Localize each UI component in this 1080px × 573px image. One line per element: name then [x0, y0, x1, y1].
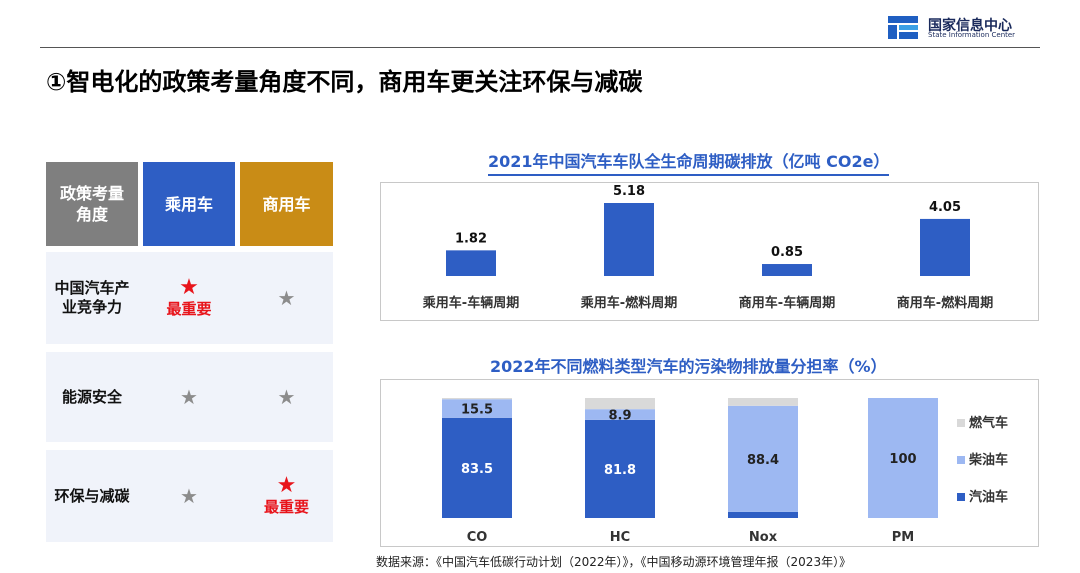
category-label: CO [467, 530, 488, 545]
row-label-cell: 环保与减碳 [46, 450, 138, 542]
pollutant-chart-title: 2022年不同燃料类型汽车的污染物排放量分担率（%） [490, 353, 887, 381]
bar [604, 203, 654, 276]
carbon-chart-title-text: 2021年中国汽车车队全生命周期碳排放（亿吨 CO2e） [488, 152, 890, 171]
data-label: 1.82 [455, 231, 487, 246]
table-header-passenger-label: 乘用车 [164, 194, 213, 214]
policy-consideration-table: 政策考量角度 乘用车 商用车 中国汽车产业竞争力 ★ 最重要 ★ 能源安全 ★ … [46, 162, 333, 542]
commercial-cell: ★ [240, 352, 333, 442]
page-title: ①智电化的政策考量角度不同，商用车更关注环保与减碳 [46, 68, 643, 96]
bar [762, 264, 812, 276]
star-icon: ★ [277, 385, 296, 409]
bar [920, 218, 970, 276]
data-source-note: 数据来源：《中国汽车低碳行动计划（2022年）》，《中国移动源环境管理年报（20… [376, 555, 852, 569]
commercial-cell: ★ [240, 252, 333, 344]
pollutant-chart-title-text: 2022年不同燃料类型汽车的污染物排放量分担率（%） [490, 357, 887, 376]
category-label: 商用车-燃料周期 [897, 295, 993, 311]
category-label: HC [610, 530, 630, 545]
star-icon: ★ [180, 484, 198, 508]
table-row-environment-carbon: 环保与减碳 ★ ★ 最重要 [46, 450, 333, 542]
legend-swatch [957, 419, 965, 427]
category-label: 乘用车-车辆周期 [422, 295, 519, 311]
table-header-commercial: 商用车 [240, 162, 333, 246]
stack-segment [868, 398, 938, 518]
data-label: 83.5 [461, 462, 493, 477]
stack-segment [442, 399, 512, 418]
row-label: 环保与减碳 [54, 486, 130, 505]
row-label-cell: 中国汽车产业竞争力 [46, 252, 138, 344]
data-label: 81.8 [604, 463, 636, 478]
row-label: 能源安全 [61, 387, 122, 406]
star-icon: ★ [277, 286, 296, 310]
stack-segment [585, 409, 655, 420]
star-icon: ★ [276, 473, 297, 498]
category-label: 商用车-车辆周期 [739, 295, 835, 311]
table-row-competitiveness: 中国汽车产业竞争力 ★ 最重要 ★ [46, 252, 333, 344]
stack-segment [728, 405, 798, 512]
stack-segment [585, 419, 655, 518]
table-header-passenger: 乘用车 [143, 162, 235, 246]
table-row-energy-security: 能源安全 ★ ★ [46, 352, 333, 442]
data-label: 5.18 [613, 184, 645, 199]
title-underline [488, 174, 890, 176]
carbon-chart-title: 2021年中国汽车车队全生命周期碳排放（亿吨 CO2e） [488, 148, 890, 176]
star-icon: ★ [180, 385, 198, 409]
carbon-emission-bar-chart: 1.82 乘用车-车辆周期 5.18 乘用车-燃料周期 0.85 商用车-车辆周期 4.05… [422, 184, 993, 311]
header-divider [40, 47, 1040, 48]
legend-label: 汽油车 [969, 489, 1008, 505]
table-header-angle-label: 政策考量角度 [59, 184, 124, 224]
logo-chinese-text: 国家信息中心 [928, 18, 1012, 34]
carbon-chart-frame: 1.82 乘用车-车辆周期 5.18 乘用车-燃料周期 0.85 商用车-车辆周期 4.05… [380, 182, 1039, 321]
legend-label: 柴油车 [968, 452, 1008, 468]
most-important-label: 最重要 [166, 300, 212, 318]
data-label: 0.85 [771, 245, 803, 260]
stack-segment [442, 417, 512, 518]
data-label: 100 [889, 452, 916, 467]
passenger-cell: ★ 最重要 [143, 252, 235, 344]
table-row-background [46, 352, 333, 442]
passenger-cell: ★ [143, 450, 235, 542]
stack-segment [728, 511, 798, 518]
table-header-angle: 政策考量角度 [46, 162, 138, 246]
category-label: 乘用车-燃料周期 [580, 295, 677, 311]
legend-label: 燃气车 [969, 415, 1008, 431]
star-icon: ★ [179, 275, 199, 300]
bar [446, 250, 496, 276]
legend-swatch [957, 456, 965, 464]
data-label: 4.05 [929, 200, 961, 215]
row-label-cell: 能源安全 [46, 352, 138, 442]
pollutant-chart-frame: 83.5 15.5 CO 81.8 8.9 HC 88.4 Nox 100 PM 燃气车柴油车汽油车 [380, 379, 1039, 547]
table-header-commercial-label: 商用车 [262, 194, 311, 214]
commercial-cell: ★ 最重要 [240, 450, 333, 542]
data-label: 8.9 [608, 409, 631, 424]
table-row-background [46, 252, 333, 344]
stack-segment [585, 398, 655, 410]
stack-segment [728, 398, 798, 406]
stack-segment [442, 398, 512, 400]
logo-mark-icon [888, 16, 918, 39]
data-label: 15.5 [461, 403, 493, 418]
row-label: 中国汽车产业竞争力 [54, 279, 130, 316]
category-label: PM [892, 530, 914, 545]
most-important-label: 最重要 [263, 498, 309, 516]
category-label: Nox [749, 530, 778, 545]
state-information-center-logo: 国家信息中心 State Information Center [888, 15, 1058, 41]
passenger-cell: ★ [143, 352, 235, 442]
logo-english-text: State Information Center [928, 31, 1016, 39]
data-label: 88.4 [747, 453, 779, 468]
legend-swatch [957, 493, 965, 501]
table-row-background [46, 450, 333, 542]
